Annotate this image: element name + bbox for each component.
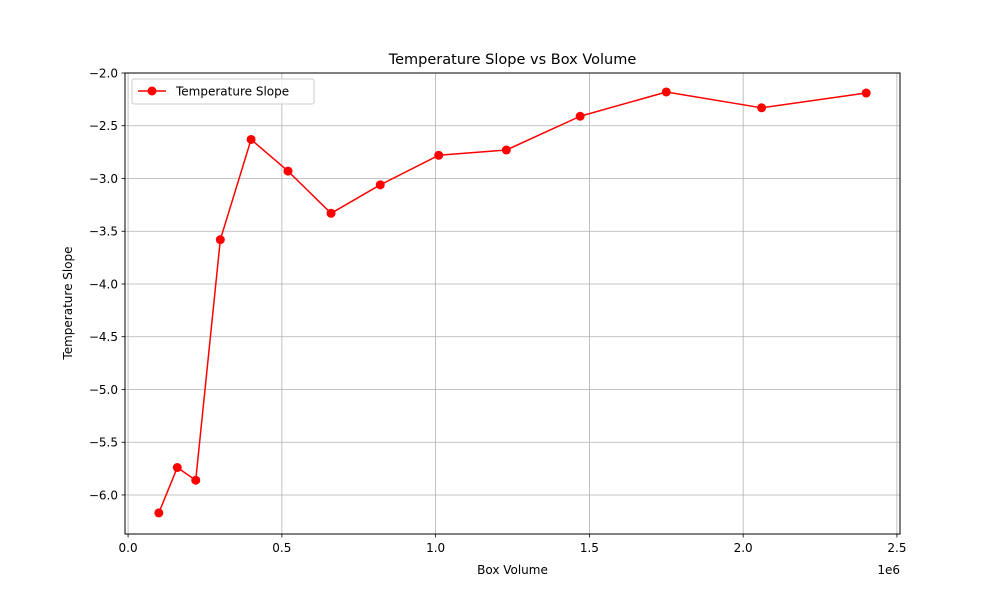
y-tick-label: −4.0 [89, 277, 118, 291]
x-tick-label: 0.5 [272, 541, 291, 555]
x-tick-label: 1.5 [580, 541, 599, 555]
grid [125, 72, 900, 534]
legend-box [131, 78, 315, 105]
x-axis-label: Box Volume [477, 563, 548, 577]
y-tick-label: −3.0 [89, 172, 118, 186]
data-point [861, 88, 871, 98]
data-point [154, 508, 164, 518]
legend-label: Temperature Slope [175, 85, 289, 99]
data-point [575, 111, 585, 121]
data-point [172, 463, 182, 473]
y-tick-label: −6.0 [89, 488, 118, 502]
y-axis-label: Temperature Slope [61, 246, 75, 360]
x-tick-label: 1.0 [426, 541, 445, 555]
data-point [757, 103, 767, 113]
y-tick-label: −2.5 [89, 119, 118, 133]
chart-title: Temperature Slope vs Box Volume [388, 52, 637, 68]
x-axis: 0.0 0.5 1.0 1.5 2.0 2.5 [119, 534, 906, 555]
x-tick-label: 0.0 [119, 541, 138, 555]
data-point [215, 235, 225, 245]
data-point [375, 180, 385, 190]
data-point [434, 150, 444, 160]
y-tick-label: −5.0 [89, 383, 118, 397]
x-tick-label: 2.0 [734, 541, 753, 555]
x-tick-label: 2.5 [887, 541, 906, 555]
y-tick-label: −4.5 [89, 330, 118, 344]
legend: Temperature Slope [131, 78, 315, 105]
data-point [283, 166, 293, 176]
marker-layer [154, 87, 871, 518]
y-axis: −2.0 −2.5 −3.0 −3.5 −4.0 −4.5 −5.0 −5.5 −6.0 [89, 67, 125, 502]
y-tick-label: −2.0 [89, 67, 118, 81]
series-line-layer [158, 91, 867, 514]
data-point [326, 208, 336, 218]
legend-marker-swatch [147, 86, 157, 96]
y-tick-label: −3.5 [89, 225, 118, 239]
data-point [246, 134, 256, 144]
data-point [661, 87, 671, 97]
series-line [158, 91, 867, 514]
x-axis-offset-label: 1e6 [877, 563, 900, 577]
data-point [501, 145, 511, 155]
data-point [191, 475, 201, 485]
y-tick-label: −5.5 [89, 436, 118, 450]
plot-area-frame [124, 72, 901, 535]
